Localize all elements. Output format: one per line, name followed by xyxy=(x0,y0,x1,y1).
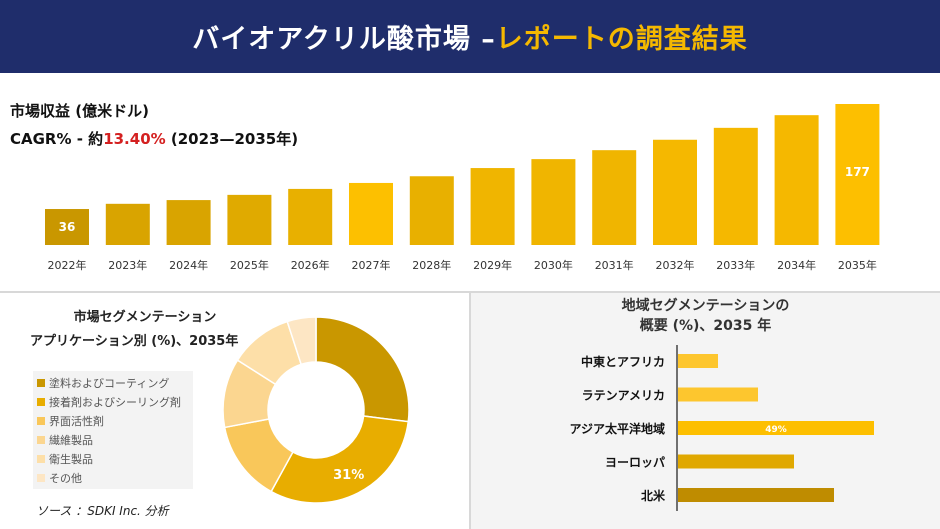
category-label: アジア太平洋地域 xyxy=(569,421,665,436)
bar-2032年 xyxy=(653,139,697,245)
legend-item: 衛生製品 xyxy=(37,449,189,468)
bar-2031年 xyxy=(592,150,637,245)
legend-item: その他 xyxy=(37,468,189,487)
bar-アジア太平洋地域 xyxy=(678,421,874,435)
category-label: 中東とアフリカ xyxy=(581,354,665,369)
x-tick-label: 2035年 xyxy=(838,258,877,272)
bar-2028年 xyxy=(409,176,454,245)
legend-label: 界面活性剤 xyxy=(49,414,104,428)
data-label: 177 xyxy=(845,165,870,179)
source-note: ソース ：SDKI Inc. 分析 xyxy=(36,504,169,518)
x-tick-label: 2028年 xyxy=(412,258,451,272)
legend-swatch xyxy=(37,454,45,463)
bar-2024年 xyxy=(166,200,211,245)
donut-slice-1 xyxy=(270,415,410,504)
legend-swatch xyxy=(37,416,45,425)
bar-2029年 xyxy=(470,168,515,245)
legend-label: 塗料およびコーティング xyxy=(49,376,170,390)
x-tick-label: 2030年 xyxy=(534,258,573,272)
market-revenue-bar-chart: 2022年 36 2023年 2024年 2025年 2026年 2027年 2028年 202… xyxy=(45,104,880,272)
bar-2026年 xyxy=(288,188,333,245)
legend-item: 塗料およびコーティング xyxy=(37,373,189,392)
legend-label: その他 xyxy=(49,471,82,485)
bar-中東とアフリカ xyxy=(678,354,718,368)
donut-slice-0 xyxy=(315,316,410,423)
category-label: 北米 xyxy=(641,488,666,503)
x-tick-label: 2022年 xyxy=(48,258,87,272)
legend-label: 衛生製品 xyxy=(49,452,93,466)
bar-2027年 xyxy=(349,182,393,245)
pie-legend: 塗料およびコーティング 接着剤およびシーリング剤 界面活性剤繊維製品衛生製品その他 xyxy=(33,371,193,489)
region-chart-title: 地域セグメンテーションの 概要 (%)、2035 年 xyxy=(621,298,790,334)
page-title: バイオアクリル酸市場 –レポートの調査結果 xyxy=(192,24,748,55)
application-donut-chart: 31% xyxy=(222,316,410,504)
x-tick-label: 2024年 xyxy=(169,258,208,272)
divider xyxy=(0,291,940,293)
category-label: ラテンアメリカ xyxy=(582,389,665,403)
bar-2030年 xyxy=(531,159,576,245)
bar-ヨーロッパ xyxy=(678,454,794,469)
bar-2033年 xyxy=(713,127,758,245)
x-tick-label: 2026年 xyxy=(291,258,330,272)
data-label: 49% xyxy=(765,425,787,435)
x-tick-label: 2025年 xyxy=(230,258,269,272)
bar-北米 xyxy=(678,488,834,502)
x-tick-label: 2029年 xyxy=(473,258,512,272)
donut-slice-5 xyxy=(286,316,317,366)
category-label: ヨーロッパ xyxy=(605,456,665,470)
bar-2025年 xyxy=(227,194,272,245)
legend-label: 繊維製品 xyxy=(49,433,93,447)
legend-swatch xyxy=(37,378,45,387)
legend-item: 界面活性剤 xyxy=(37,411,189,430)
legend-label: 接着剤およびシーリング剤 xyxy=(49,395,181,409)
x-tick-label: 2031年 xyxy=(595,258,634,272)
cagr-text: CAGR% - 約13.40% (2023—2035年) xyxy=(10,130,299,148)
legend-item: 繊維製品 xyxy=(37,430,189,449)
legend-swatch xyxy=(37,397,45,406)
x-tick-label: 2033年 xyxy=(716,258,755,272)
x-tick-label: 2027年 xyxy=(352,258,391,272)
x-tick-label: 2023年 xyxy=(108,258,147,272)
legend-swatch xyxy=(37,435,45,444)
bar-2022年 xyxy=(45,209,89,245)
x-tick-label: 2034年 xyxy=(777,258,816,272)
legend-swatch xyxy=(37,473,45,482)
pie-title: 市場セグメンテーション アプリケーション別 (%)、2035年 xyxy=(30,310,239,349)
market-revenue-label: 市場収益 (億米ドル) xyxy=(10,102,149,120)
data-label: 31% xyxy=(333,468,364,483)
bar-2035年 xyxy=(835,104,880,245)
bar-2023年 xyxy=(105,203,150,245)
bar-ラテンアメリカ xyxy=(678,387,758,402)
data-label: 36 xyxy=(59,220,76,234)
divider xyxy=(469,293,471,529)
legend-item: 接着剤およびシーリング剤 xyxy=(37,392,189,411)
header-banner: バイオアクリル酸市場 –レポートの調査結果 xyxy=(0,0,940,73)
bar-2034年 xyxy=(774,115,819,245)
x-tick-label: 2032年 xyxy=(656,258,695,272)
